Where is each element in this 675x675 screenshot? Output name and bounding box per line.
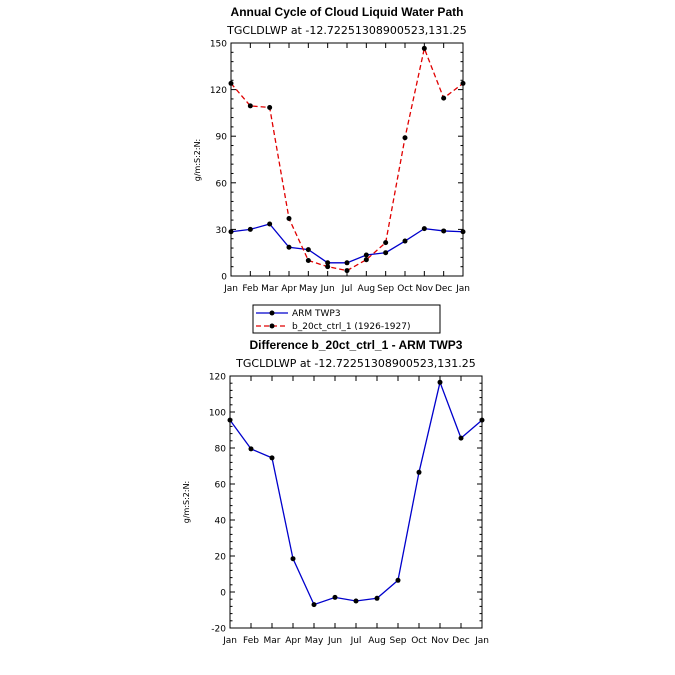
data-point (344, 268, 350, 274)
data-point (248, 446, 254, 452)
x-tick-label: Jan (222, 636, 237, 646)
x-tick-label: Apr (281, 284, 297, 294)
data-point (363, 257, 369, 263)
y-tick-label: 20 (215, 553, 227, 563)
x-tick-label: Sep (390, 636, 407, 646)
y-tick-label: 120 (209, 373, 226, 383)
data-point (353, 598, 359, 604)
y-tick-label: 60 (215, 481, 227, 491)
y-tick-label: 80 (215, 445, 227, 455)
data-point (460, 80, 466, 86)
legend-label-arm: ARM TWP3 (292, 309, 341, 319)
x-tick-label: Aug (368, 636, 386, 646)
data-point (344, 260, 350, 266)
data-point (458, 435, 464, 441)
data-point (325, 264, 331, 270)
data-point (437, 379, 443, 385)
data-point (332, 594, 338, 600)
y-tick-label: 30 (216, 226, 228, 236)
data-point (267, 221, 273, 227)
x-tick-label: Sep (377, 284, 394, 294)
series-line (230, 223, 464, 264)
series-line (229, 380, 483, 606)
x-tick-label: Dec (452, 636, 469, 646)
data-point (460, 229, 466, 235)
x-tick-label: Jul (341, 284, 353, 294)
chart2-frame (229, 375, 483, 629)
data-point (479, 417, 485, 423)
data-point (247, 226, 253, 232)
data-point (269, 455, 275, 461)
chart1-legend: ARM TWP3 b_20ct_ctrl_1 (1926-1927) (252, 304, 441, 334)
data-point (383, 240, 389, 246)
x-tick-label: Aug (358, 284, 376, 294)
data-point (286, 244, 292, 250)
legend-box (252, 304, 441, 334)
y-tick-label: 120 (210, 86, 227, 96)
data-point (247, 103, 253, 109)
legend-label-ctrl: b_20ct_ctrl_1 (1926-1927) (292, 322, 411, 332)
x-tick-label: Oct (411, 636, 427, 646)
x-tick-label: Jun (327, 636, 342, 646)
x-tick-label: Jun (320, 284, 335, 294)
x-tick-label: Feb (243, 636, 259, 646)
data-point (228, 80, 234, 86)
x-tick-label: May (305, 636, 324, 646)
legend-marker-arm (269, 310, 275, 316)
chart2-ylabel: g/m:S:2:N: (182, 481, 191, 524)
y-tick-label: 40 (215, 517, 227, 527)
x-tick-label: Oct (397, 284, 413, 294)
chart1-ylabel: g/m:S:2:N: (193, 139, 202, 182)
data-point (325, 260, 331, 266)
y-tick-label: -20 (211, 625, 226, 635)
y-tick-label: 0 (220, 589, 226, 599)
data-point (416, 469, 422, 475)
x-tick-label: Jan (455, 284, 470, 294)
data-point (402, 238, 408, 244)
y-tick-label: 90 (216, 133, 228, 143)
data-point (402, 135, 408, 141)
x-tick-label: Feb (242, 284, 258, 294)
x-tick-label: Apr (285, 636, 301, 646)
x-tick-label: Nov (431, 636, 449, 646)
data-point (228, 229, 234, 235)
chart1-title: Annual Cycle of Cloud Liquid Water Path (231, 5, 464, 19)
x-tick-label: Nov (416, 284, 434, 294)
x-tick-label: May (299, 284, 318, 294)
chart1-subtitle: TGCLDLWP at -12.72251308900523,131.25 (226, 24, 467, 37)
x-tick-label: Jan (474, 636, 489, 646)
data-point (305, 247, 311, 253)
chart1-frame (230, 42, 464, 277)
chart-annual-cycle: Annual Cycle of Cloud Liquid Water Path … (193, 5, 470, 294)
x-tick-label: Mar (261, 284, 278, 294)
y-tick-label: 150 (210, 40, 227, 50)
chart-difference: Difference b_20ct_ctrl_1 - ARM TWP3 TGCL… (182, 338, 489, 646)
data-point (441, 228, 447, 234)
data-point (363, 252, 369, 258)
chart2-subtitle: TGCLDLWP at -12.72251308900523,131.25 (235, 357, 476, 370)
data-point (311, 602, 317, 608)
data-point (267, 104, 273, 110)
chart2-title: Difference b_20ct_ctrl_1 - ARM TWP3 (250, 338, 463, 352)
series-line (230, 46, 464, 272)
data-point (305, 257, 311, 263)
y-tick-label: 60 (216, 179, 228, 189)
data-point (395, 577, 401, 583)
data-point (227, 417, 233, 423)
x-tick-label: Jul (350, 636, 362, 646)
data-point (441, 95, 447, 101)
y-tick-label: 0 (221, 273, 227, 283)
data-point (421, 45, 427, 51)
x-tick-label: Jan (223, 284, 238, 294)
data-point (286, 216, 292, 222)
data-point (290, 556, 296, 562)
data-point (374, 595, 380, 601)
data-point (383, 250, 389, 256)
x-tick-label: Dec (435, 284, 452, 294)
data-point (421, 226, 427, 232)
y-tick-label: 100 (209, 409, 226, 419)
legend-marker-ctrl (269, 323, 275, 329)
x-tick-label: Mar (264, 636, 281, 646)
